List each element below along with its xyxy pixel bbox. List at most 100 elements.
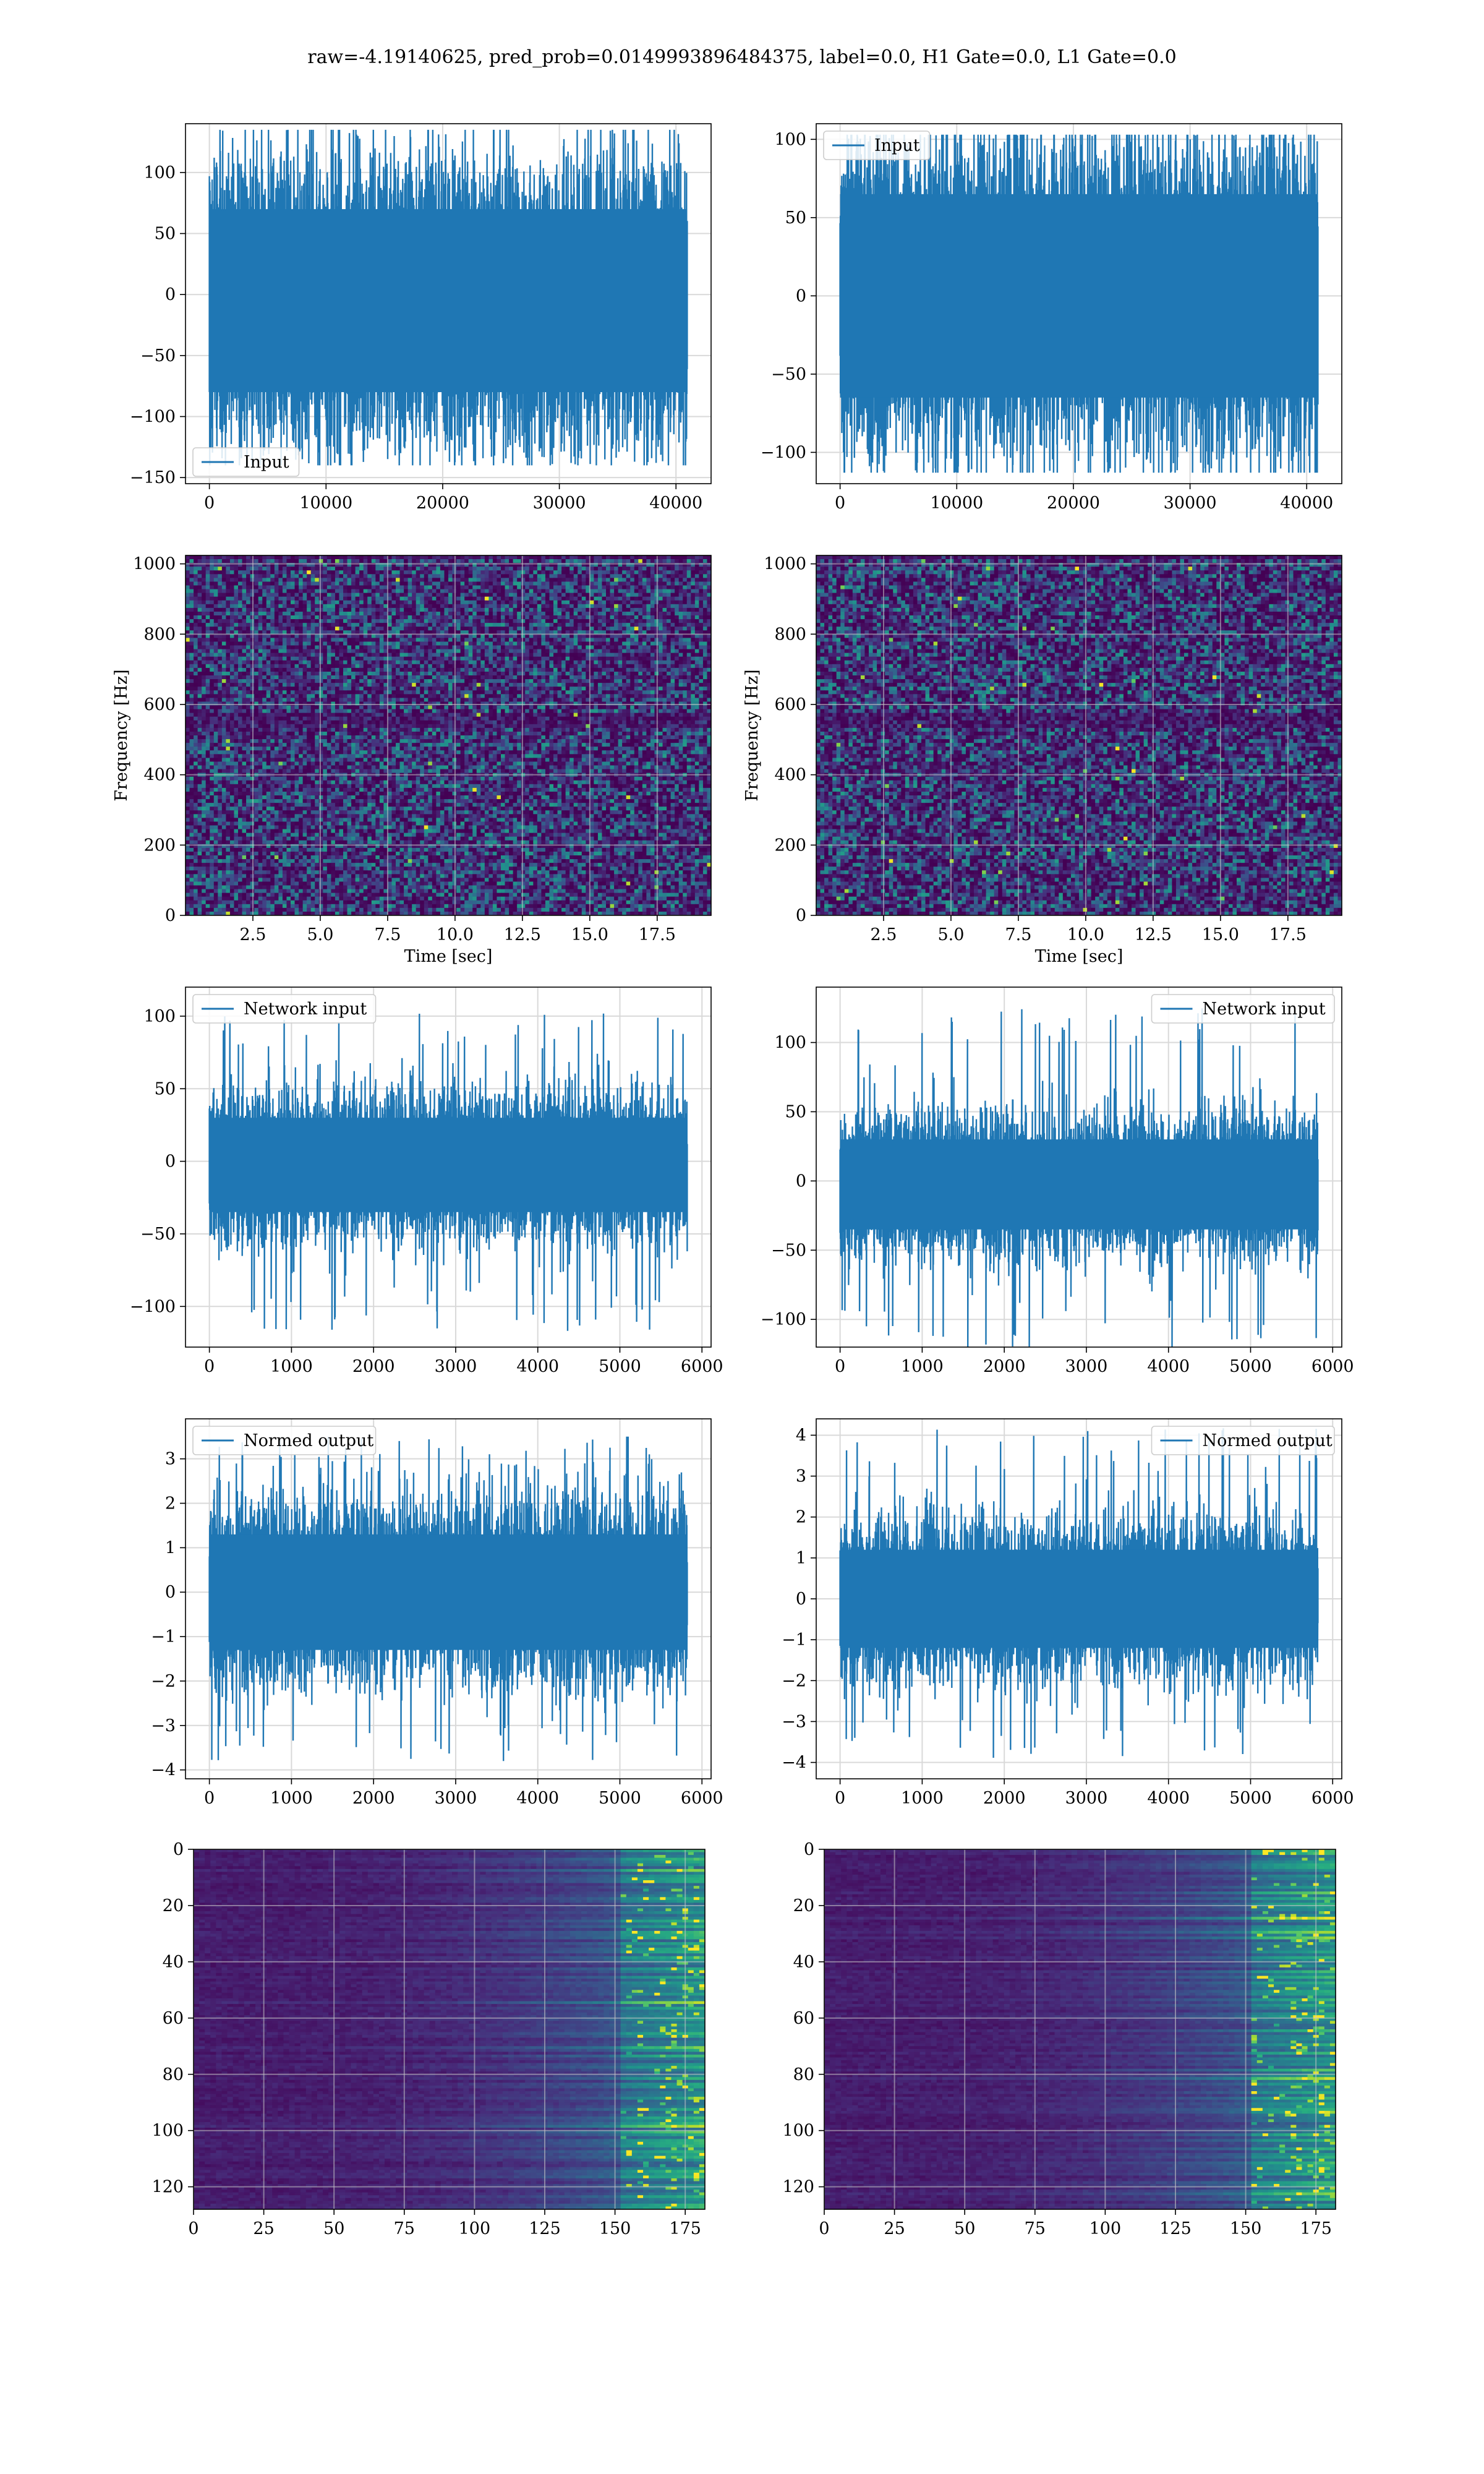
heatmap-cell <box>460 611 465 616</box>
heatmap-cell <box>436 656 441 661</box>
heatmap-cell <box>367 563 372 567</box>
heatmap-cell <box>468 653 473 657</box>
heatmap-cell <box>667 690 672 695</box>
heatmap-cell <box>569 679 574 683</box>
heatmap-cell <box>355 581 360 586</box>
heatmap-cell <box>221 687 226 691</box>
heatmap-cell <box>396 581 401 586</box>
heatmap-cell <box>359 641 364 646</box>
heatmap-cell <box>428 563 433 567</box>
legend: Input <box>823 131 931 160</box>
heatmap-cell <box>675 578 680 583</box>
heatmap-cell <box>197 694 202 698</box>
heatmap-cell <box>529 615 534 620</box>
heatmap-cell <box>213 619 218 623</box>
heatmap-cell <box>472 581 477 586</box>
heatmap-cell <box>501 687 506 691</box>
heatmap-cell <box>189 687 194 691</box>
heatmap-cell <box>218 619 223 623</box>
heatmap-cell <box>602 623 607 627</box>
heatmap-cell <box>634 593 639 597</box>
heatmap-cell <box>246 607 251 612</box>
heatmap-cell <box>557 623 562 627</box>
heatmap-cell <box>387 679 393 683</box>
heatmap-cell <box>638 611 643 616</box>
heatmap-cell <box>597 687 603 691</box>
heatmap-cell <box>614 619 619 623</box>
heatmap-cell <box>416 555 420 560</box>
heatmap-cell <box>246 570 251 575</box>
heatmap-cell <box>331 623 336 627</box>
heatmap-cell <box>492 607 498 612</box>
heatmap-cell <box>565 671 570 676</box>
heatmap-cell <box>399 555 404 560</box>
heatmap-cell <box>650 687 655 691</box>
heatmap-cell <box>375 596 380 601</box>
heatmap-cell <box>335 600 340 605</box>
heatmap-cell <box>468 667 473 672</box>
heatmap-cell <box>642 570 647 575</box>
heatmap-cell <box>573 675 578 680</box>
heatmap-cell <box>662 679 667 683</box>
heatmap-cell <box>694 627 699 631</box>
heatmap-cell <box>234 611 239 616</box>
heatmap-cell <box>614 638 619 643</box>
heatmap-cell <box>197 596 202 601</box>
heatmap-cell <box>326 559 331 563</box>
heatmap-cell <box>569 593 574 597</box>
heatmap-cell <box>525 694 530 698</box>
heatmap-cell <box>581 653 586 657</box>
heatmap-cell <box>646 567 651 571</box>
heatmap-cell <box>194 585 198 590</box>
heatmap-cell <box>194 690 198 695</box>
heatmap-cell <box>610 593 615 597</box>
heatmap-cell <box>525 627 530 631</box>
heatmap-cell <box>537 555 542 560</box>
heatmap-cell <box>464 638 469 643</box>
heatmap-cell <box>347 585 352 590</box>
heatmap-cell <box>371 619 376 623</box>
heatmap-cell <box>205 567 210 571</box>
heatmap-cell <box>569 589 574 594</box>
heatmap-cell <box>642 656 647 661</box>
heatmap-cell <box>363 555 368 560</box>
heatmap-cell <box>375 649 380 654</box>
heatmap-cell <box>646 667 651 672</box>
heatmap-cell <box>606 683 611 687</box>
heatmap-cell <box>331 604 336 609</box>
heatmap-cell <box>642 687 647 691</box>
heatmap-cell <box>678 687 683 691</box>
heatmap-cell <box>565 656 570 661</box>
heatmap-cell <box>650 578 655 583</box>
heatmap-cell <box>573 664 578 669</box>
heatmap-cell <box>424 694 429 698</box>
heatmap-cell <box>186 627 190 631</box>
heatmap-cell <box>270 649 275 654</box>
heatmap-cell <box>444 667 449 672</box>
heatmap-cell <box>606 687 611 691</box>
heatmap-cell <box>505 559 510 563</box>
heatmap-cell <box>444 687 449 691</box>
heatmap-cell <box>194 581 198 586</box>
heatmap-cell <box>464 593 469 597</box>
heatmap-cell <box>331 641 336 646</box>
heatmap-cell <box>634 589 639 594</box>
heatmap-cell <box>420 570 425 575</box>
heatmap-cell <box>266 559 271 563</box>
heatmap-cell <box>436 619 441 623</box>
heatmap-cell <box>565 559 570 563</box>
heatmap-cell <box>291 660 296 665</box>
heatmap-cell <box>573 607 578 612</box>
heatmap-cell <box>686 623 691 627</box>
heatmap-cell <box>436 585 441 590</box>
heatmap-cell <box>662 600 667 605</box>
heatmap-cell <box>488 690 493 695</box>
heatmap-cell <box>202 581 207 586</box>
heatmap-cell <box>379 581 384 586</box>
heatmap-cell <box>407 687 412 691</box>
heatmap-cell <box>339 607 344 612</box>
heatmap-cell <box>630 574 635 578</box>
heatmap-cell <box>383 589 388 594</box>
heatmap-cell <box>468 600 473 605</box>
heatmap-cell <box>565 683 570 687</box>
